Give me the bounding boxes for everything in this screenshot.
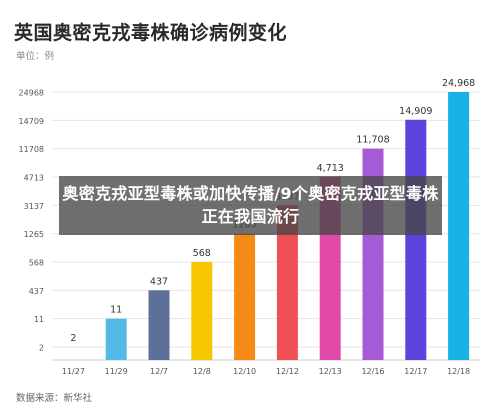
bar <box>105 318 127 360</box>
x-tick-label: 12/8 <box>193 367 211 376</box>
bar <box>234 233 256 360</box>
unit-label: 单位：例 <box>16 51 55 62</box>
data-label: 437 <box>150 276 168 287</box>
y-tick-label: 437 <box>29 287 44 296</box>
data-label: 4,713 <box>317 163 344 174</box>
labels: 2 11 437 568 1265 3137 4713 11708 14709 24968 2 11/… <box>19 78 476 376</box>
data-label: 14,909 <box>399 106 432 117</box>
x-tick-label: 12/18 <box>447 367 470 376</box>
x-tick-label: 11/27 <box>62 367 85 376</box>
bar <box>448 92 470 360</box>
y-tick-label: 3137 <box>24 202 44 211</box>
source-label: 数据来源：新华社 <box>16 393 93 404</box>
x-tick-label: 12/13 <box>319 367 342 376</box>
data-label: 2 <box>70 333 76 344</box>
y-tick-label: 11708 <box>19 145 44 154</box>
data-label: 11,708 <box>356 135 389 146</box>
y-tick-label: 2 <box>39 344 44 353</box>
x-tick-label: 12/12 <box>276 367 299 376</box>
x-tick-label: 11/29 <box>105 367 128 376</box>
bar <box>191 262 213 360</box>
x-tick-label: 12/10 <box>233 367 256 376</box>
bar <box>276 205 298 360</box>
x-tick-label: 12/7 <box>150 367 168 376</box>
data-label: 11 <box>110 305 122 316</box>
x-tick-label: 12/16 <box>361 367 384 376</box>
chart-title: 英国奥密克戎毒株确诊病例变化 <box>14 22 288 44</box>
overlay-banner: 奥密克戎亚型毒株或加快传播/9个奥密克戎亚型毒株正在我国流行 <box>59 176 442 235</box>
y-tick-label: 24968 <box>19 89 44 98</box>
x-tick-label: 12/17 <box>404 367 427 376</box>
bar <box>148 290 170 360</box>
y-tick-label: 1265 <box>24 230 44 239</box>
y-tick-label: 14709 <box>19 117 44 126</box>
y-tick-label: 4713 <box>24 174 44 183</box>
bar <box>405 119 427 360</box>
y-tick-label: 568 <box>29 259 44 268</box>
y-tick-label: 11 <box>34 315 44 324</box>
data-label: 568 <box>193 248 211 259</box>
data-label: 24,968 <box>442 78 475 89</box>
